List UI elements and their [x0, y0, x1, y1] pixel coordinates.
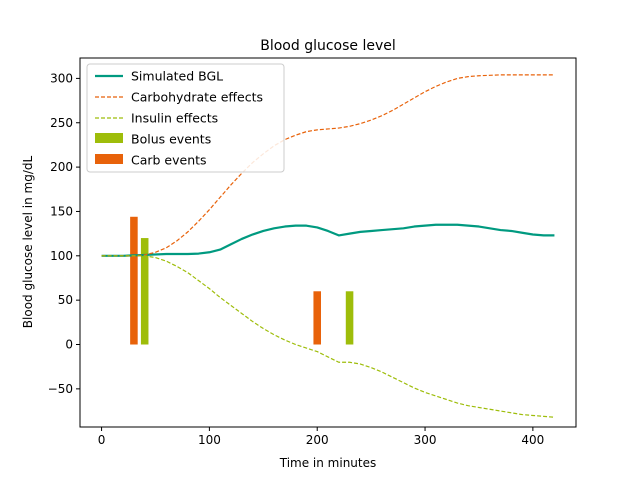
legend-label-simulated-bgl: Simulated BGL: [131, 69, 223, 84]
y-tick-label: 0: [65, 338, 73, 352]
y-axis-label: Blood glucose level in mg/dL: [21, 155, 35, 328]
bar-bolus-events: [345, 291, 354, 345]
y-tick-label: 50: [58, 293, 73, 307]
x-tick-label: 200: [306, 433, 329, 447]
x-axis-label: Time in minutes: [279, 456, 377, 470]
chart-title: Blood glucose level: [260, 38, 396, 54]
x-tick-label: 0: [98, 433, 106, 447]
legend-label-bolus-events: Bolus events: [131, 132, 211, 147]
y-tick-label: 300: [50, 71, 73, 85]
legend-label-carb-events: Carb events: [131, 153, 207, 168]
x-tick-label: 400: [521, 433, 544, 447]
legend-swatch-bolus-events: [95, 133, 123, 143]
bar-carb-events: [313, 291, 321, 345]
legend-label-insulin-effects: Insulin effects: [131, 111, 218, 126]
x-tick-label: 300: [414, 433, 437, 447]
x-tick-label: 100: [198, 433, 221, 447]
series-line-simulated-bgl: [101, 223, 555, 257]
ticks: 0 100 200 300 400 −50 0 50 100 150 200 250 300: [48, 71, 545, 447]
y-tick-label: 200: [50, 160, 73, 174]
legend-swatch-carb-events: [95, 154, 123, 164]
y-tick-label: −50: [48, 382, 73, 396]
legend-label-carbohydrate-effects: Carbohydrate effects: [131, 90, 263, 105]
y-tick-label: 250: [50, 116, 73, 130]
y-tick-label: 150: [50, 204, 73, 218]
plot-area: [101, 74, 555, 418]
series-line-carbohydrate-effects: [101, 74, 555, 257]
bar-bolus-events: [140, 238, 149, 345]
legend-box: [86, 63, 285, 173]
bar-carb-events: [130, 216, 138, 345]
series-line-insulin-effects: [101, 255, 555, 418]
legend: Simulated BGL Carbohydrate effects Insul…: [86, 63, 285, 173]
y-tick-label: 100: [50, 249, 73, 263]
axes-frame: [79, 57, 577, 428]
